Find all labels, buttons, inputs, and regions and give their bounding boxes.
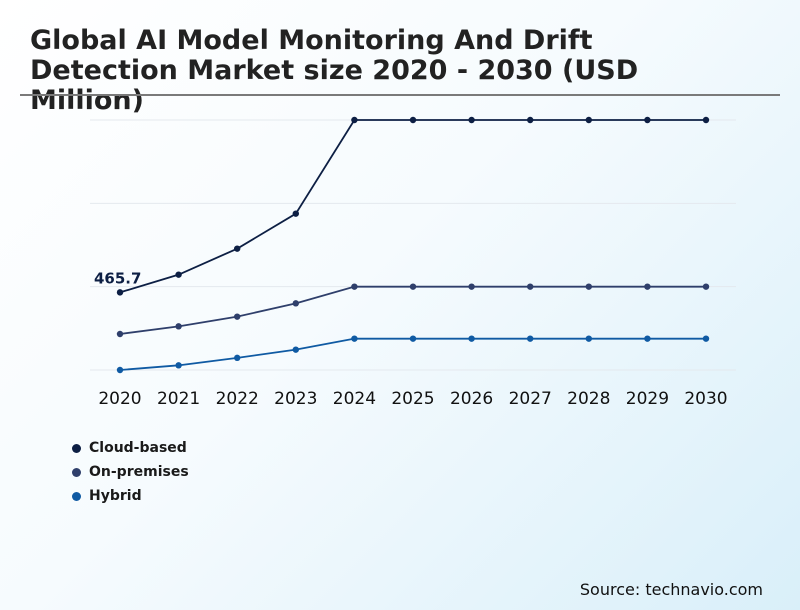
data-point-on-premises	[527, 283, 534, 290]
data-point-hybrid	[468, 335, 475, 342]
x-tick-label: 2021	[157, 389, 200, 409]
x-tick-label: 2023	[274, 389, 317, 409]
legend-item-hybrid: Hybrid	[72, 484, 189, 508]
legend-marker-on-premises	[72, 467, 81, 477]
data-point-hybrid	[527, 335, 534, 342]
data-point-hybrid	[292, 346, 299, 353]
data-point-cloud-based	[351, 116, 358, 124]
data-point-cloud-based	[175, 271, 182, 278]
x-tick-label: 2024	[333, 389, 376, 409]
series-line-cloud-based	[119, 119, 706, 294]
data-point-cloud-based	[292, 210, 299, 217]
data-label: 465.7	[94, 269, 141, 287]
data-point-hybrid	[644, 335, 651, 342]
legend-marker-cloud-based	[72, 443, 81, 453]
data-point-on-premises	[644, 283, 651, 290]
legend-item-on-premises: On-premises	[72, 460, 189, 484]
data-point-hybrid	[351, 335, 358, 342]
data-point-on-premises	[409, 283, 417, 290]
data-point-cloud-based	[702, 116, 710, 124]
legend-item-cloud-based: Cloud-based	[72, 436, 189, 460]
data-point-on-premises	[292, 300, 299, 307]
data-point-cloud-based	[409, 116, 417, 124]
chart-title: Global AI Model Monitoring And Drift Det…	[30, 25, 639, 116]
legend-label-hybrid: Hybrid	[89, 488, 142, 504]
x-tick-label: 2025	[391, 389, 434, 409]
title-divider	[20, 94, 780, 96]
x-tick-label: 2027	[509, 389, 552, 409]
x-tick-label: 2030	[684, 389, 727, 409]
data-point-hybrid	[409, 335, 417, 342]
data-point-on-premises	[702, 283, 710, 290]
series-line-hybrid	[119, 337, 706, 371]
legend-marker-hybrid	[72, 491, 81, 501]
data-point-hybrid	[116, 366, 124, 374]
legend-label-cloud-based: Cloud-based	[89, 440, 187, 456]
data-point-on-premises	[175, 323, 182, 330]
data-point-hybrid	[234, 354, 241, 362]
legend: Cloud-based On-premises Hybrid	[72, 436, 189, 508]
data-point-hybrid	[175, 362, 182, 369]
x-tick-label: 2020	[98, 389, 141, 409]
data-point-on-premises	[116, 330, 124, 338]
x-tick-label: 2022	[216, 389, 259, 409]
x-tick-label: 2029	[626, 389, 669, 409]
series-line-on-premises	[119, 285, 706, 335]
data-point-cloud-based	[527, 116, 534, 124]
x-tick-label: 2028	[567, 389, 610, 409]
data-point-on-premises	[351, 283, 358, 290]
data-point-cloud-based	[468, 116, 475, 124]
data-point-cloud-based	[116, 289, 124, 296]
data-point-hybrid	[702, 335, 710, 342]
data-point-cloud-based	[585, 116, 592, 124]
legend-label-on-premises: On-premises	[89, 464, 189, 480]
data-point-cloud-based	[234, 245, 241, 252]
source-credit: Source: technavio.com	[579, 580, 763, 599]
data-point-on-premises	[585, 283, 592, 290]
data-point-on-premises	[468, 283, 475, 290]
data-point-hybrid	[585, 335, 592, 342]
x-tick-label: 2026	[450, 389, 493, 409]
data-point-on-premises	[234, 313, 241, 320]
data-point-cloud-based	[644, 116, 651, 124]
